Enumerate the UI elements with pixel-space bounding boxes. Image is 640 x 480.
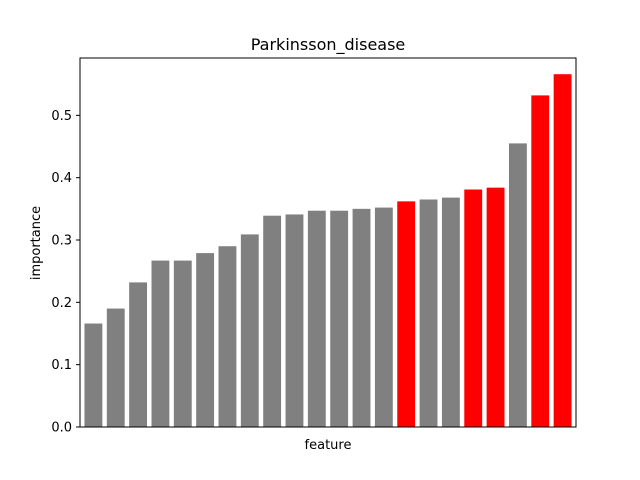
bar-10 [285, 214, 304, 427]
y-tick-label: 0.0 [51, 421, 72, 436]
bar-7 [218, 246, 237, 427]
bar-18 [464, 189, 483, 427]
y-axis: 0.0 0.1 0.2 0.3 0.4 0.5 [51, 109, 80, 436]
bar-15 [397, 201, 416, 427]
bar-19 [486, 187, 505, 427]
bar-13 [352, 208, 371, 427]
bar-3 [129, 282, 148, 427]
bar-4 [151, 260, 170, 427]
bar-14 [374, 207, 393, 427]
y-tick-label: 0.2 [51, 296, 72, 311]
bar-6 [196, 253, 215, 427]
plot-frame [79, 57, 577, 428]
bars-group [84, 74, 572, 428]
bar-8 [240, 234, 259, 427]
bar-21 [531, 95, 550, 428]
bar-1 [84, 323, 103, 427]
chart-title: Parkinsson_disease [251, 35, 406, 55]
bar-9 [263, 215, 282, 427]
bar-5 [173, 260, 192, 427]
bar-17 [441, 197, 460, 427]
y-tick-label: 0.5 [51, 109, 72, 124]
y-tick-label: 0.1 [51, 358, 72, 373]
bar-20 [508, 143, 527, 427]
bar-2 [106, 308, 125, 427]
y-axis-label: importance [29, 206, 44, 280]
bar-22 [553, 74, 572, 428]
bar-11 [307, 210, 326, 427]
y-tick-label: 0.4 [51, 171, 72, 186]
bar-16 [419, 199, 438, 427]
bar-12 [330, 210, 349, 427]
y-tick-label: 0.3 [51, 234, 72, 249]
x-axis-label: feature [305, 438, 352, 453]
